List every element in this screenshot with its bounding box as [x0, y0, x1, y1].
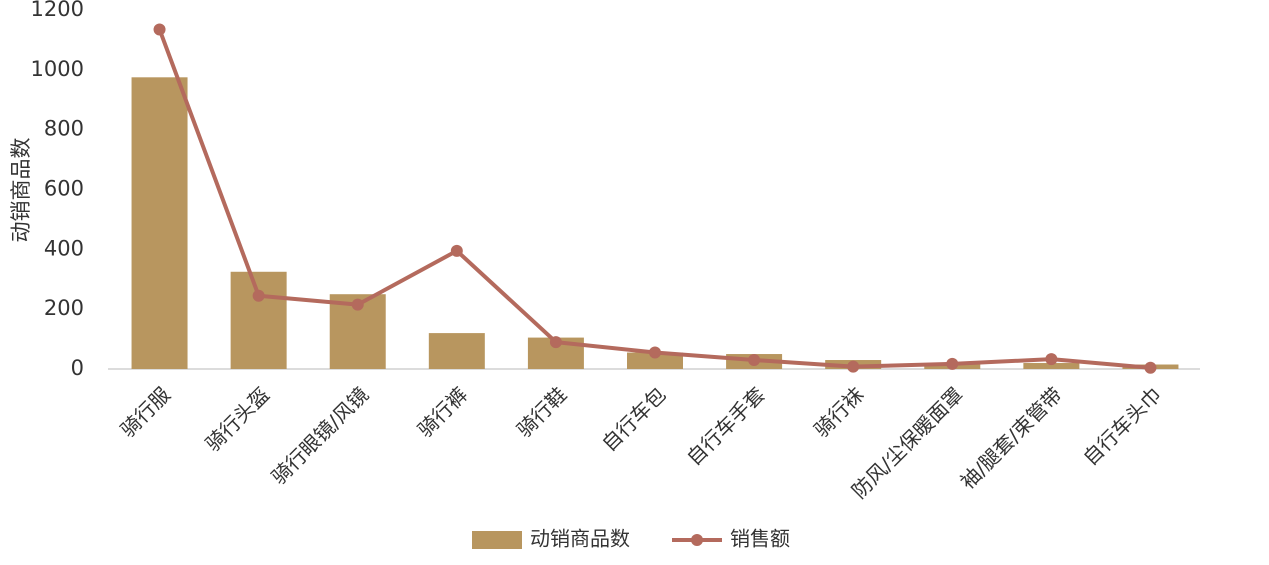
line-point: [351, 298, 364, 311]
line-point: [946, 357, 959, 370]
legend-swatch: [472, 531, 522, 549]
x-tick-label: 自行车头巾: [1078, 382, 1166, 470]
x-tick-label: 自行车手套: [682, 382, 770, 470]
x-tick-label: 骑行袜: [809, 382, 868, 441]
legend-label: 动销商品数: [530, 527, 630, 551]
x-tick-label: 骑行鞋: [512, 382, 571, 441]
bar: [1023, 363, 1080, 369]
x-tick-label: 骑行眼镜/风镜: [267, 382, 374, 489]
line-point: [153, 23, 166, 36]
x-tick-label: 骑行头盔: [201, 382, 275, 456]
x-tick-label: 自行车包: [597, 382, 671, 456]
bar: [131, 77, 188, 369]
y-tick-label: 1200: [31, 0, 84, 21]
line-point: [1144, 361, 1157, 374]
y-tick-label: 200: [44, 296, 84, 320]
line-point: [1045, 353, 1058, 366]
y-axis-label: 动销商品数: [9, 138, 33, 243]
line-point: [549, 336, 562, 349]
line-point: [748, 354, 761, 367]
y-tick-label: 800: [44, 117, 84, 141]
line-point: [450, 244, 463, 257]
bar: [230, 271, 287, 369]
y-tick-label: 0: [71, 356, 84, 380]
x-tick-label: 袖/腿套/束管带: [955, 382, 1066, 493]
line-point: [847, 360, 860, 373]
line-point: [649, 346, 661, 359]
bar: [428, 333, 485, 369]
x-tick-label: 骑行服: [116, 382, 175, 441]
y-tick-label: 600: [44, 177, 84, 201]
line-point: [252, 289, 265, 302]
legend-label: 销售额: [730, 527, 790, 551]
y-tick-label: 400: [44, 236, 84, 260]
line: [157, 28, 1151, 370]
bar: [627, 352, 683, 369]
x-tick-label: 骑行裤: [413, 382, 472, 441]
y-tick-label: 1000: [31, 57, 84, 81]
legend-swatch: [691, 534, 703, 546]
